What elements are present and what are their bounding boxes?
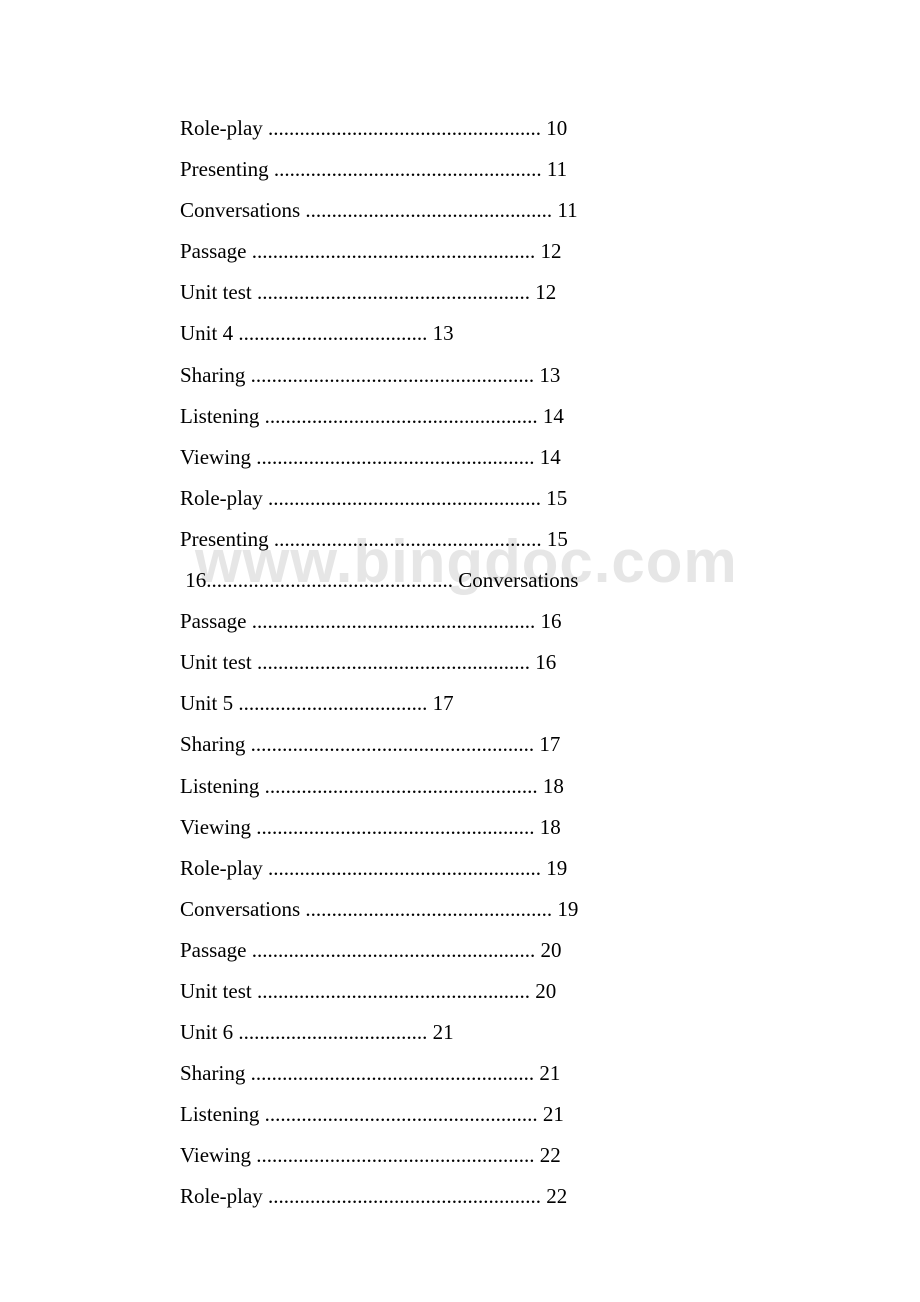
toc-entry: Sharing ................................… <box>180 1053 920 1094</box>
toc-entry: Role-play ..............................… <box>180 108 920 149</box>
toc-entry: Unit test ..............................… <box>180 642 920 683</box>
toc-entry: Unit test ..............................… <box>180 272 920 313</box>
toc-entry: Conversations ..........................… <box>180 190 920 231</box>
toc-entry: 16......................................… <box>180 560 920 601</box>
toc-entry: Passage ................................… <box>180 231 920 272</box>
toc-entry: Unit test ..............................… <box>180 971 920 1012</box>
toc-entry: Presenting .............................… <box>180 149 920 190</box>
toc-entry: Unit 5 .................................… <box>180 683 920 724</box>
toc-entry: Conversations ..........................… <box>180 889 920 930</box>
toc-entry: Listening ..............................… <box>180 1094 920 1135</box>
toc-entry: Listening ..............................… <box>180 396 920 437</box>
toc-entry: Viewing ................................… <box>180 1135 920 1176</box>
page: www.bingdoc.com Role-play ..............… <box>0 0 920 1302</box>
toc-entry: Presenting .............................… <box>180 519 920 560</box>
toc-entry: Role-play ..............................… <box>180 478 920 519</box>
toc-entry: Role-play ..............................… <box>180 1176 920 1217</box>
toc-entry: Role-play ..............................… <box>180 848 920 889</box>
toc-entry: Unit 4 .................................… <box>180 313 920 354</box>
toc-entry: Viewing ................................… <box>180 437 920 478</box>
toc-entry: Viewing ................................… <box>180 807 920 848</box>
toc-entry: Unit 6 .................................… <box>180 1012 920 1053</box>
toc-entry: Sharing ................................… <box>180 355 920 396</box>
toc-entry: Passage ................................… <box>180 601 920 642</box>
toc-entry: Passage ................................… <box>180 930 920 971</box>
toc-entry: Sharing ................................… <box>180 724 920 765</box>
table-of-contents: Role-play ..............................… <box>180 108 920 1218</box>
toc-entry: Listening ..............................… <box>180 766 920 807</box>
